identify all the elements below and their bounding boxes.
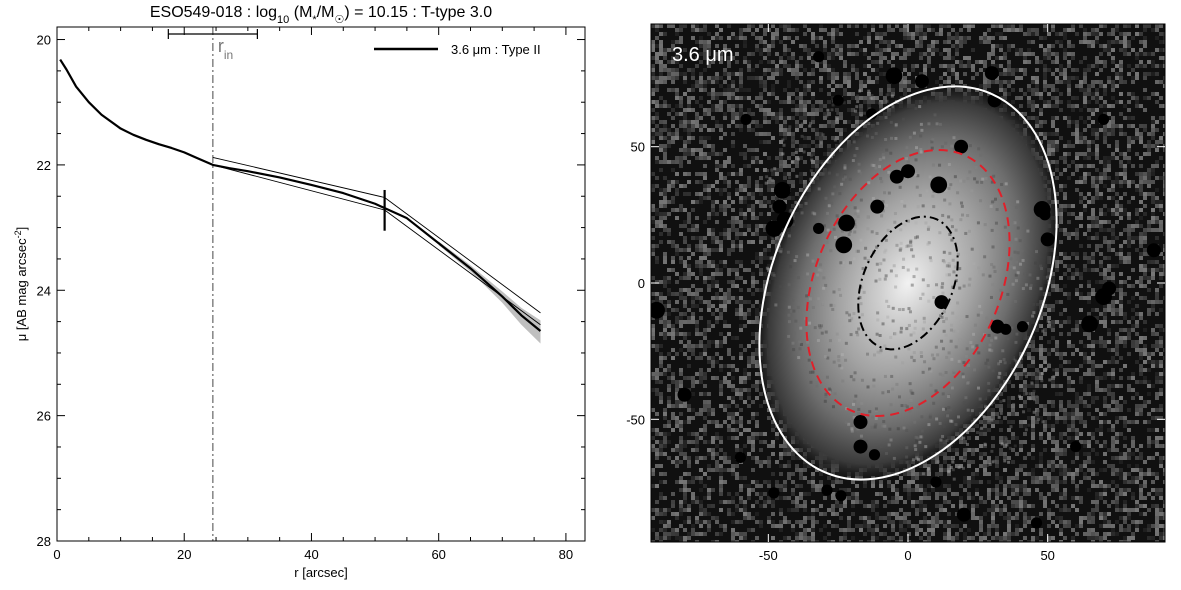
ellipse-inner — [857, 215, 959, 351]
masked-source — [1016, 321, 1029, 333]
masked-source — [954, 139, 969, 154]
image-x-tick-label: -50 — [759, 548, 778, 563]
chart-title: ESO549-018 : log10 (M*/M☉) = 10.15 : T-t… — [150, 4, 492, 26]
profile-panel: ESO549-018 : log10 (M*/M☉) = 10.15 : T-t… — [13, 4, 586, 580]
x-tick-label: 40 — [304, 547, 318, 562]
masked-source — [984, 66, 999, 81]
masked-source — [832, 94, 844, 106]
y-tick-label: 24 — [37, 283, 51, 298]
band-label: 3.6 μm — [672, 44, 734, 66]
masked-source — [838, 214, 855, 232]
masked-source — [930, 176, 948, 194]
galaxy-light — [753, 82, 1063, 484]
image-x-tick-label: 50 — [1040, 548, 1054, 563]
masked-source — [740, 113, 752, 126]
image-panel: -50 0 50 -50 0 50 3.6 μm — [626, 23, 1166, 563]
galaxy-image — [651, 24, 1165, 542]
masked-source — [765, 220, 783, 237]
legend-entry: 3.6 μm : Type II — [451, 42, 541, 57]
masked-source — [677, 387, 692, 402]
image-x-tick-label: 0 — [904, 548, 911, 563]
masked-source — [1081, 315, 1098, 333]
fit-line-1 — [212, 164, 541, 326]
y-tick-label: 28 — [37, 534, 51, 549]
masked-source — [734, 451, 746, 464]
masked-sources — [651, 51, 1161, 529]
masked-source — [772, 199, 787, 214]
x-axis-label: r [arcsec] — [294, 565, 347, 580]
profile-plot-frame — [56, 26, 586, 542]
image-y-tick-label: 50 — [631, 140, 645, 155]
masked-source — [813, 51, 825, 63]
masked-source — [853, 415, 868, 430]
profile-series-line — [59, 59, 542, 332]
masked-source — [1097, 113, 1110, 126]
masked-source — [768, 487, 780, 499]
masked-source — [1040, 232, 1055, 247]
masked-source — [870, 199, 885, 214]
y-tick-label: 22 — [37, 158, 51, 173]
x-tick-label: 0 — [53, 547, 60, 562]
masked-source — [914, 74, 929, 89]
masked-source — [835, 236, 853, 254]
masked-source — [813, 222, 825, 235]
masked-source — [1030, 517, 1043, 529]
profile-plot-area — [59, 27, 542, 541]
y-tick-label: 26 — [37, 409, 51, 424]
masked-source — [1102, 281, 1117, 296]
legend: 3.6 μm : Type II — [374, 42, 541, 57]
x-tick-label: 80 — [559, 547, 573, 562]
masked-source — [1070, 440, 1082, 453]
r-in-label: rin — [218, 36, 233, 62]
masked-source — [868, 449, 881, 461]
image-y-tick-label: 0 — [638, 276, 645, 291]
masked-source — [853, 439, 868, 454]
masked-source — [835, 490, 847, 502]
image-axes: -50 0 50 -50 0 50 — [626, 24, 1165, 563]
masked-source — [934, 295, 949, 310]
masked-source — [773, 181, 791, 199]
x-tick-label: 60 — [431, 547, 445, 562]
y-tick-label: 20 — [37, 33, 51, 48]
ellipse-outer — [758, 85, 1058, 481]
masked-source — [901, 164, 915, 179]
masked-source — [1000, 323, 1012, 335]
ellipse-break — [805, 149, 1011, 417]
masked-source — [1146, 243, 1161, 258]
y-axis-label: μ [AB mag arcsec-2] — [13, 227, 29, 342]
x-tick-label: 20 — [177, 547, 191, 562]
masked-source — [821, 484, 833, 496]
masked-source — [930, 476, 942, 488]
masked-source — [1039, 209, 1051, 221]
profile-axes: 0 20 40 60 80 20 22 24 26 28 rin — [37, 27, 585, 562]
masked-source — [651, 301, 665, 319]
masked-source — [885, 67, 903, 85]
profile-error-band — [438, 241, 541, 344]
masked-source — [956, 507, 971, 522]
masked-source — [866, 108, 878, 120]
image-y-tick-label: -50 — [626, 412, 645, 427]
masked-source — [889, 169, 904, 184]
